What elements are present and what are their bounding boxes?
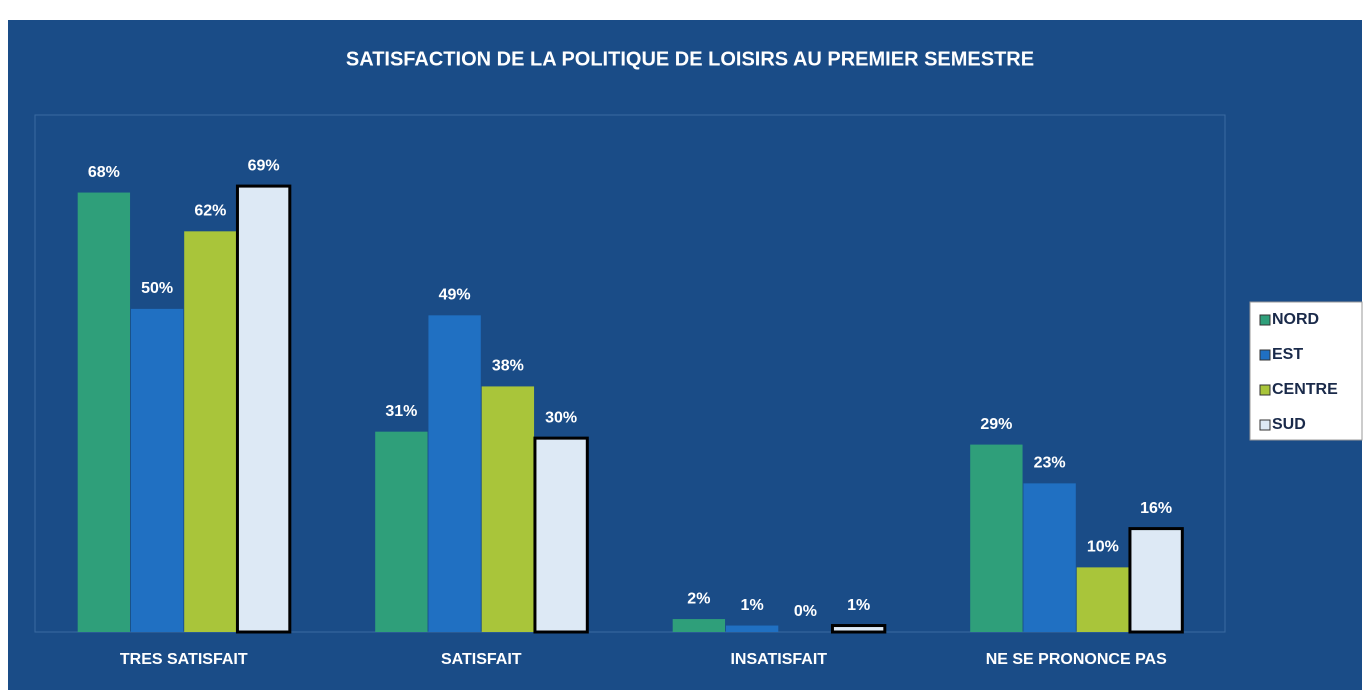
bar [1128, 527, 1184, 634]
data-label: 10% [1087, 539, 1119, 556]
legend-label: EST [1272, 346, 1303, 363]
chart-title: SATISFACTION DE LA POLITIQUE DE LOISIRS … [346, 48, 1034, 70]
plot-area [34, 114, 1226, 633]
legend-swatch [1259, 384, 1271, 396]
data-label: 69% [248, 157, 280, 174]
legend-swatch [1259, 419, 1271, 431]
legend-label: SUD [1272, 416, 1306, 433]
bar [235, 184, 292, 634]
bar [725, 625, 779, 632]
bar [375, 431, 428, 632]
data-label: 30% [545, 409, 577, 426]
x-tick-label: NE SE PRONONCE PAS [986, 651, 1167, 668]
bar [970, 444, 1023, 632]
legend-swatch [1259, 349, 1271, 361]
data-label: 1% [741, 597, 764, 614]
data-label: 2% [687, 590, 710, 607]
data-label: 0% [794, 603, 817, 620]
data-label: 1% [847, 597, 870, 614]
data-label: 23% [1034, 455, 1066, 472]
x-tick-label: INSATISFAIT [730, 651, 827, 668]
data-label: 29% [980, 416, 1012, 433]
data-label: 31% [385, 403, 417, 420]
legend-label: CENTRE [1272, 381, 1338, 398]
data-label: 62% [194, 203, 226, 220]
legend-label: NORD [1272, 311, 1319, 328]
bar [672, 619, 726, 632]
data-label: 68% [88, 164, 120, 181]
x-tick-label: TRES SATISFAIT [120, 651, 248, 668]
bar [428, 315, 481, 632]
x-tick-label: SATISFAIT [441, 651, 522, 668]
data-label: 16% [1140, 500, 1172, 517]
data-label: 49% [439, 287, 471, 304]
data-label: 38% [492, 358, 524, 375]
data-label: 50% [141, 280, 173, 297]
bar [130, 308, 184, 632]
bar [1023, 483, 1076, 632]
bar [184, 231, 237, 632]
bar [533, 436, 589, 634]
bar [1076, 567, 1130, 632]
bar [830, 624, 887, 634]
legend-swatch [1259, 314, 1271, 326]
bar [481, 386, 535, 632]
bar [77, 192, 131, 633]
